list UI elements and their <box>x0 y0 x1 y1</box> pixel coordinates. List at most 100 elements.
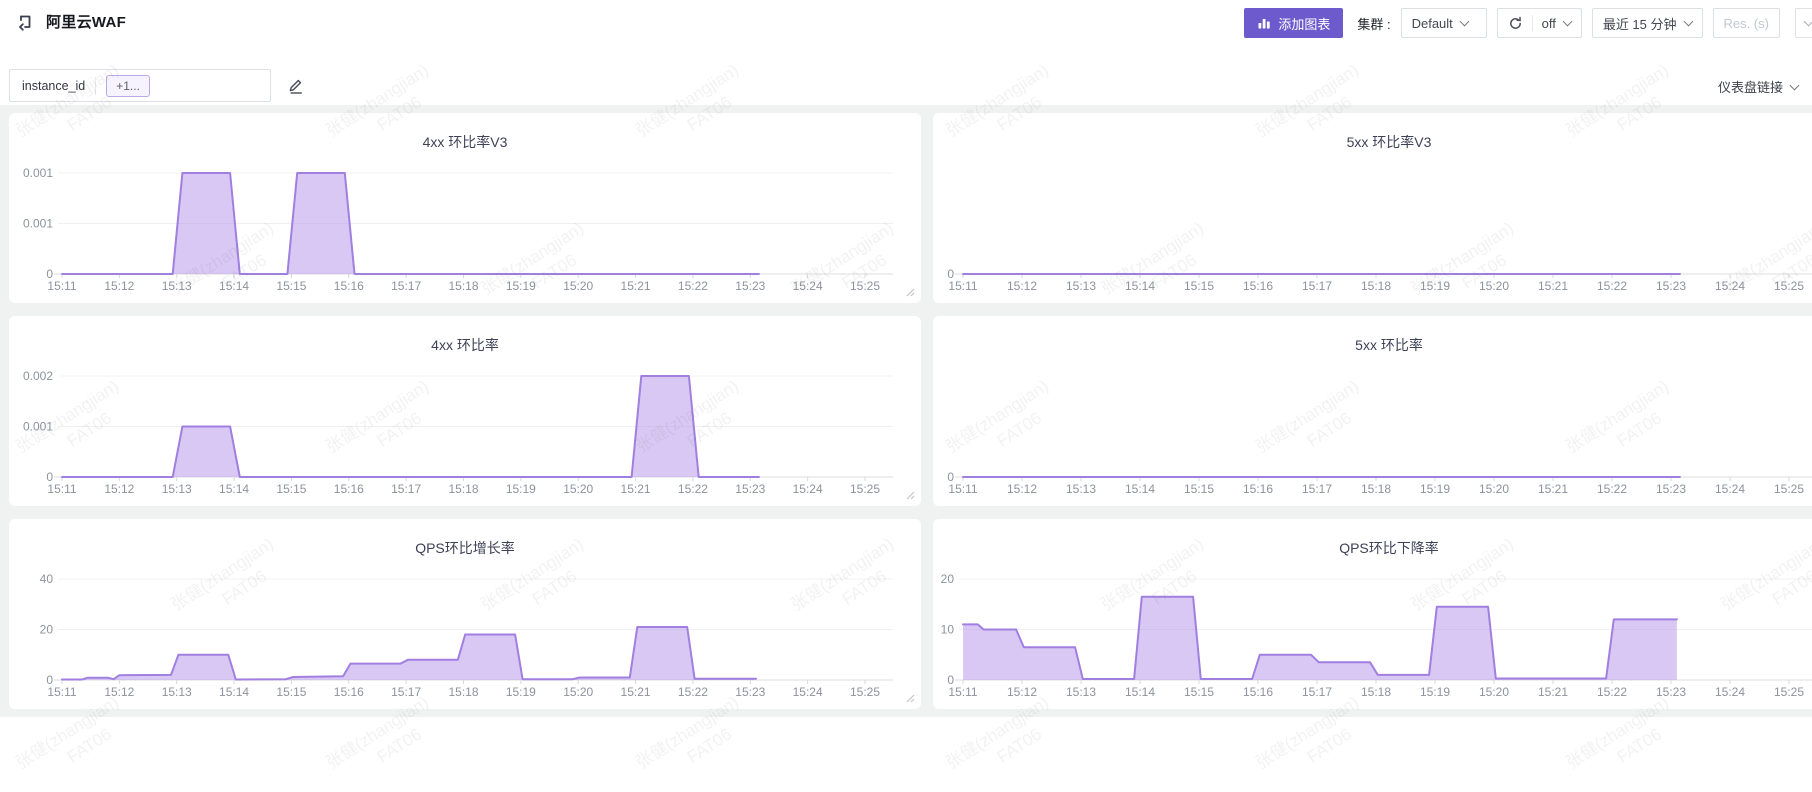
svg-text:15:23: 15:23 <box>1656 685 1686 699</box>
chart-title: 5xx 环比率 <box>1355 337 1423 353</box>
svg-text:15:16: 15:16 <box>334 685 364 699</box>
chart-plot[interactable]: 15:11 15:12 15:13 15:14 15:15 15:16 15:17 15:18… <box>933 519 1812 709</box>
resize-handle-icon <box>906 288 915 297</box>
svg-text:15:11: 15:11 <box>948 482 977 496</box>
svg-text:15:12: 15:12 <box>104 685 134 699</box>
chart-panel-4xx-ratio-v3: 15:11 15:12 15:13 15:14 15:15 15:16 15:17 15:18… <box>9 113 921 303</box>
svg-text:10: 10 <box>941 623 955 637</box>
svg-text:15:15: 15:15 <box>1184 279 1214 293</box>
svg-text:15:22: 15:22 <box>678 685 708 699</box>
svg-text:15:24: 15:24 <box>1715 279 1745 293</box>
page-title: 阿里云WAF <box>46 14 127 31</box>
resolution-input[interactable]: Res. (s) <box>1712 8 1780 38</box>
svg-text:15:13: 15:13 <box>1066 279 1096 293</box>
svg-text:15:12: 15:12 <box>1007 482 1037 496</box>
edit-filter-icon[interactable] <box>287 76 305 95</box>
svg-text:0.001: 0.001 <box>23 166 53 180</box>
time-range-select[interactable]: 最近 15 分钟 <box>1591 8 1703 38</box>
svg-text:15:16: 15:16 <box>1243 482 1273 496</box>
svg-text:15:11: 15:11 <box>948 685 977 699</box>
dashboard-link-dropdown[interactable]: 仪表盘链接 <box>1717 77 1800 96</box>
svg-text:15:19: 15:19 <box>506 279 536 293</box>
svg-text:15:21: 15:21 <box>621 685 651 699</box>
svg-text:15:17: 15:17 <box>1302 482 1332 496</box>
chart-plot[interactable]: 15:11 15:12 15:13 15:14 15:15 15:16 15:17 15:18… <box>9 316 921 506</box>
svg-text:15:16: 15:16 <box>334 279 364 293</box>
svg-text:15:20: 15:20 <box>563 685 593 699</box>
svg-text:15:22: 15:22 <box>678 482 708 496</box>
auto-refresh-value: off <box>1541 15 1556 31</box>
filter-more-tag[interactable]: +1... <box>106 74 150 97</box>
svg-text:15:18: 15:18 <box>1361 279 1391 293</box>
resize-handle-icon <box>906 491 915 500</box>
svg-text:15:14: 15:14 <box>1125 279 1155 293</box>
chart-plot[interactable]: 15:11 15:12 15:13 15:14 15:15 15:16 15:17 15:18… <box>933 316 1812 506</box>
svg-text:15:14: 15:14 <box>1125 482 1155 496</box>
svg-text:15:18: 15:18 <box>448 685 478 699</box>
svg-text:15:20: 15:20 <box>563 279 593 293</box>
svg-text:15:13: 15:13 <box>1066 685 1096 699</box>
clipped-dropdown[interactable] <box>1795 8 1812 38</box>
chart-title: 4xx 环比率V3 <box>422 134 508 150</box>
svg-text:15:20: 15:20 <box>1479 482 1509 496</box>
divider <box>95 76 97 95</box>
svg-text:15:11: 15:11 <box>948 279 977 293</box>
filter-field-label: instance_id <box>22 78 86 93</box>
auto-refresh-control[interactable]: off <box>1496 8 1582 38</box>
svg-text:15:18: 15:18 <box>448 279 478 293</box>
filter-input[interactable]: instance_id +1... <box>9 69 271 102</box>
svg-text:15:21: 15:21 <box>1538 685 1568 699</box>
svg-text:15:15: 15:15 <box>1184 685 1214 699</box>
svg-text:15:25: 15:25 <box>850 482 880 496</box>
chevron-down-icon <box>1459 16 1470 27</box>
svg-text:15:18: 15:18 <box>1361 685 1391 699</box>
svg-text:15:14: 15:14 <box>219 685 249 699</box>
chart-panel-5xx-ratio: 15:11 15:12 15:13 15:14 15:15 15:16 15:17 15:18… <box>933 316 1812 506</box>
svg-text:15:17: 15:17 <box>391 482 421 496</box>
cluster-select[interactable]: Default <box>1400 8 1487 38</box>
chart-plot[interactable]: 15:11 15:12 15:13 15:14 15:15 15:16 15:17 15:18… <box>9 519 921 709</box>
svg-text:15:25: 15:25 <box>850 279 880 293</box>
svg-text:15:21: 15:21 <box>1538 482 1568 496</box>
svg-text:15:13: 15:13 <box>1066 482 1096 496</box>
chart-title: 4xx 环比率 <box>431 337 499 353</box>
chart-plot[interactable]: 15:11 15:12 15:13 15:14 15:15 15:16 15:17 15:18… <box>9 113 921 303</box>
svg-text:15:12: 15:12 <box>1007 279 1037 293</box>
resize-handle-icon <box>906 694 915 703</box>
svg-text:15:24: 15:24 <box>793 685 823 699</box>
chevron-down-icon <box>1683 16 1693 27</box>
cluster-value: Default <box>1411 15 1453 31</box>
chevron-down-icon <box>1803 16 1812 27</box>
back-return-icon[interactable] <box>14 12 34 32</box>
chart-panel-qps-growth-rate: 15:11 15:12 15:13 15:14 15:15 15:16 15:17 15:18… <box>9 519 921 709</box>
svg-text:15:17: 15:17 <box>391 685 421 699</box>
svg-text:15:13: 15:13 <box>162 279 192 293</box>
chart-plot[interactable]: 15:11 15:12 15:13 15:14 15:15 15:16 15:17 15:18… <box>933 113 1812 303</box>
time-range-value: 最近 15 分钟 <box>1602 16 1677 32</box>
svg-text:15:22: 15:22 <box>678 279 708 293</box>
svg-text:0.001: 0.001 <box>23 217 53 231</box>
svg-text:15:19: 15:19 <box>506 482 536 496</box>
dashboard-link-label: 仪表盘链接 <box>1717 80 1783 95</box>
svg-text:15:14: 15:14 <box>1125 685 1155 699</box>
svg-text:15:23: 15:23 <box>1656 482 1686 496</box>
svg-text:15:20: 15:20 <box>563 482 593 496</box>
refresh-icon[interactable] <box>1508 16 1523 31</box>
charts-column-left: 15:11 15:12 15:13 15:14 15:15 15:16 15:17 15:18… <box>9 113 921 717</box>
svg-text:15:24: 15:24 <box>793 279 823 293</box>
chart-title: QPS环比下降率 <box>1339 540 1439 556</box>
charts-column-right: 15:11 15:12 15:13 15:14 15:15 15:16 15:17 15:18… <box>933 113 1812 717</box>
svg-text:15:20: 15:20 <box>1479 279 1509 293</box>
bar-chart-icon <box>1257 16 1271 30</box>
svg-text:0.002: 0.002 <box>23 369 53 383</box>
svg-text:15:15: 15:15 <box>276 482 306 496</box>
svg-text:15:21: 15:21 <box>1538 279 1568 293</box>
svg-text:15:19: 15:19 <box>1420 482 1450 496</box>
cluster-label: 集群 : <box>1357 16 1391 32</box>
add-chart-button[interactable]: 添加图表 <box>1244 8 1344 38</box>
top-bar: 阿里云WAF 添加图表 集群 : Default <box>0 0 1812 52</box>
add-chart-label: 添加图表 <box>1278 16 1331 32</box>
svg-text:15:25: 15:25 <box>850 685 880 699</box>
svg-text:15:24: 15:24 <box>793 482 823 496</box>
